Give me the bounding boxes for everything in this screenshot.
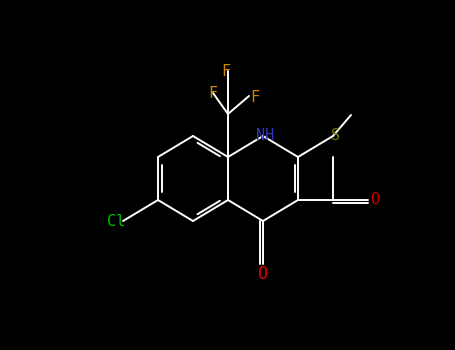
Text: NH: NH: [256, 128, 274, 143]
Text: Cl: Cl: [107, 214, 125, 229]
Text: O: O: [258, 265, 268, 283]
Text: F: F: [222, 63, 231, 78]
Text: F: F: [250, 91, 259, 105]
Text: S: S: [331, 128, 340, 143]
Text: O: O: [370, 193, 379, 208]
Text: F: F: [208, 85, 217, 100]
